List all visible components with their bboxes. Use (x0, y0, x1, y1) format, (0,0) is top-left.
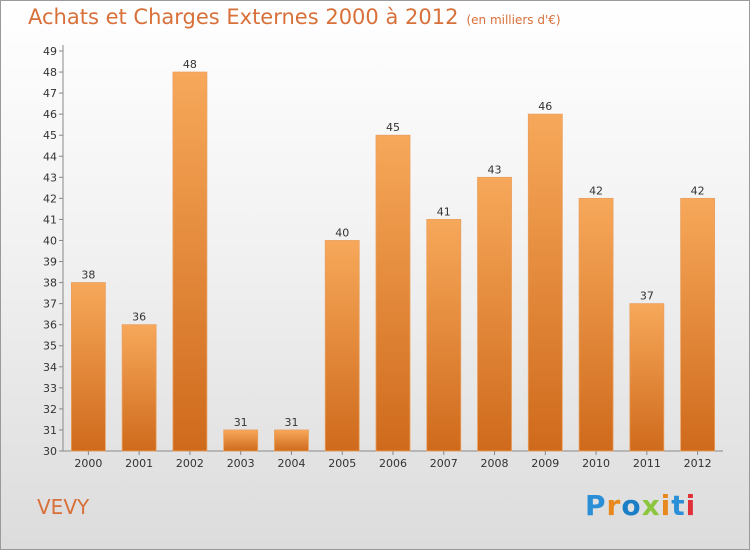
logo-letter: t (671, 489, 686, 522)
x-tick-label-2008: 2008 (481, 457, 509, 470)
title-text: Achats et Charges Externes 2000 à 2012 (28, 5, 459, 29)
logo-letter: x (641, 489, 661, 522)
x-tick-label-2006: 2006 (379, 457, 407, 470)
bar-2004 (274, 429, 309, 452)
x-tick-label-2009: 2009 (531, 457, 559, 470)
bar-2002 (172, 71, 208, 452)
place-name: VEVY (37, 495, 90, 519)
y-tick-label: 33 (43, 382, 57, 395)
chart-subtitle: (en milliers d'€) (466, 13, 561, 27)
data-label-2012: 42 (691, 184, 705, 197)
data-label-2005: 40 (335, 226, 349, 239)
data-label-2004: 31 (284, 416, 298, 429)
y-tick-label: 47 (43, 87, 57, 100)
chart-data-labels: 38 36 48 31 31 40 45 41 43 46 42 37 42 (81, 58, 704, 429)
x-tick-label-2004: 2004 (277, 457, 305, 470)
data-label-2010: 42 (589, 184, 603, 197)
logo-letter: o (621, 489, 642, 522)
y-tick-label: 44 (43, 150, 57, 163)
bar-2007 (426, 219, 462, 452)
data-label-2007: 41 (437, 205, 451, 218)
logo-letter: r (606, 489, 622, 522)
y-tick-label: 37 (43, 298, 57, 311)
bar-2001 (121, 324, 157, 452)
x-tick-label-2001: 2001 (125, 457, 153, 470)
y-tick-label: 32 (43, 403, 57, 416)
y-tick-label: 31 (43, 424, 57, 437)
x-tick-label-2003: 2003 (227, 457, 255, 470)
chart-bars (70, 71, 716, 452)
y-tick-label: 48 (43, 66, 57, 79)
y-tick-label: 38 (43, 277, 57, 290)
x-tick-label-2002: 2002 (176, 457, 204, 470)
y-tick-label: 30 (43, 445, 57, 458)
bar-2005 (324, 240, 360, 452)
x-tick-label-2007: 2007 (430, 457, 458, 470)
bar-2003 (223, 429, 259, 452)
logo-letter: i (685, 489, 697, 522)
y-tick-label: 39 (43, 256, 57, 269)
x-tick-label-2010: 2010 (582, 457, 610, 470)
bar-2008 (477, 176, 512, 452)
x-tick-label-2012: 2012 (684, 457, 712, 470)
x-tick-label-2000: 2000 (74, 457, 102, 470)
y-tick-label: 46 (43, 108, 57, 121)
data-label-2006: 45 (386, 121, 400, 134)
chart-x-ticks: 2000 2001 2002 2003 2004 2005 2006 2007 2008 2009… (74, 451, 712, 470)
data-label-2002: 48 (183, 58, 197, 71)
chart-y-ticks: 30 31 32 33 34 35 36 37 38 39 40 41 42 43 44 45 46 47 48 49 (43, 45, 63, 458)
bar-2012 (680, 197, 716, 452)
y-tick-label: 49 (43, 45, 57, 58)
data-label-2011: 37 (640, 290, 654, 303)
y-tick-label: 45 (43, 129, 57, 142)
bar-2009 (527, 113, 563, 452)
x-tick-label-2005: 2005 (328, 457, 356, 470)
bar-2000 (70, 282, 106, 452)
data-label-2000: 38 (81, 269, 95, 282)
bar-2006 (375, 134, 411, 452)
y-tick-label: 35 (43, 340, 57, 353)
bar-2010 (578, 197, 614, 452)
chart-title: Achats et Charges Externes 2000 à 2012 (e… (28, 5, 561, 29)
y-tick-label: 41 (43, 213, 57, 226)
bar-2011 (629, 303, 665, 452)
logo-letter: i (660, 489, 672, 522)
data-label-2008: 43 (488, 163, 502, 176)
x-tick-label-2011: 2011 (633, 457, 661, 470)
data-label-2001: 36 (132, 311, 146, 324)
y-tick-label: 40 (43, 234, 57, 247)
logo-letter: P (585, 489, 607, 522)
proxiti-logo: Proxiti (585, 489, 696, 522)
y-tick-label: 43 (43, 171, 57, 184)
y-tick-label: 36 (43, 319, 57, 332)
y-tick-label: 34 (43, 361, 57, 374)
data-label-2003: 31 (234, 416, 248, 429)
data-label-2009: 46 (538, 100, 552, 113)
y-tick-label: 42 (43, 192, 57, 205)
